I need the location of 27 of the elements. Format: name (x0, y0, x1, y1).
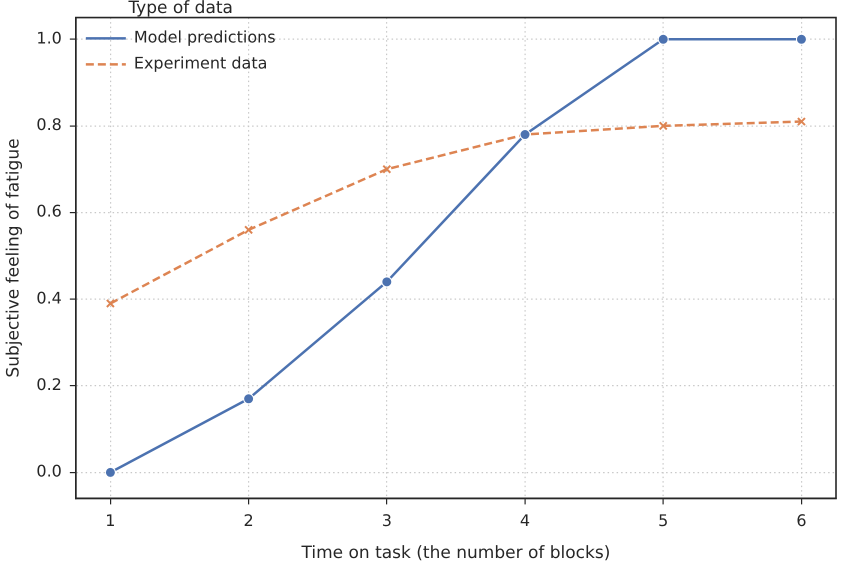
x-tick-label: 3 (382, 511, 392, 530)
point (382, 164, 392, 174)
x-tick-label: 1 (105, 511, 116, 530)
y-tick-label: 0.4 (36, 288, 62, 308)
legend-label: Experiment data (134, 54, 268, 73)
x-tick-label: 4 (520, 511, 530, 530)
legend-label: Model predictions (134, 28, 276, 47)
x-tick-label: 2 (244, 511, 254, 530)
point (658, 34, 669, 45)
point (658, 121, 668, 130)
x-tick-label: 5 (658, 511, 668, 530)
point (106, 298, 115, 308)
x-tick-label: 6 (796, 511, 807, 530)
point (104, 466, 116, 478)
y-axis-title: Subjective feeling of fatigue (4, 138, 24, 378)
x-axis-title: Time on task (the number of blocks) (300, 543, 610, 564)
y-tick-label: 1.0 (36, 28, 62, 48)
point (381, 276, 392, 288)
point (244, 225, 254, 234)
y-tick-label: 0.6 (36, 202, 62, 221)
point (796, 117, 806, 126)
point (243, 393, 254, 404)
y-tick-label: 0.0 (36, 462, 62, 481)
legend-title: Type of data (127, 0, 233, 18)
y-tick-label: 0.8 (36, 115, 62, 134)
point (796, 34, 807, 45)
y-tick-label: 0.2 (36, 374, 62, 394)
